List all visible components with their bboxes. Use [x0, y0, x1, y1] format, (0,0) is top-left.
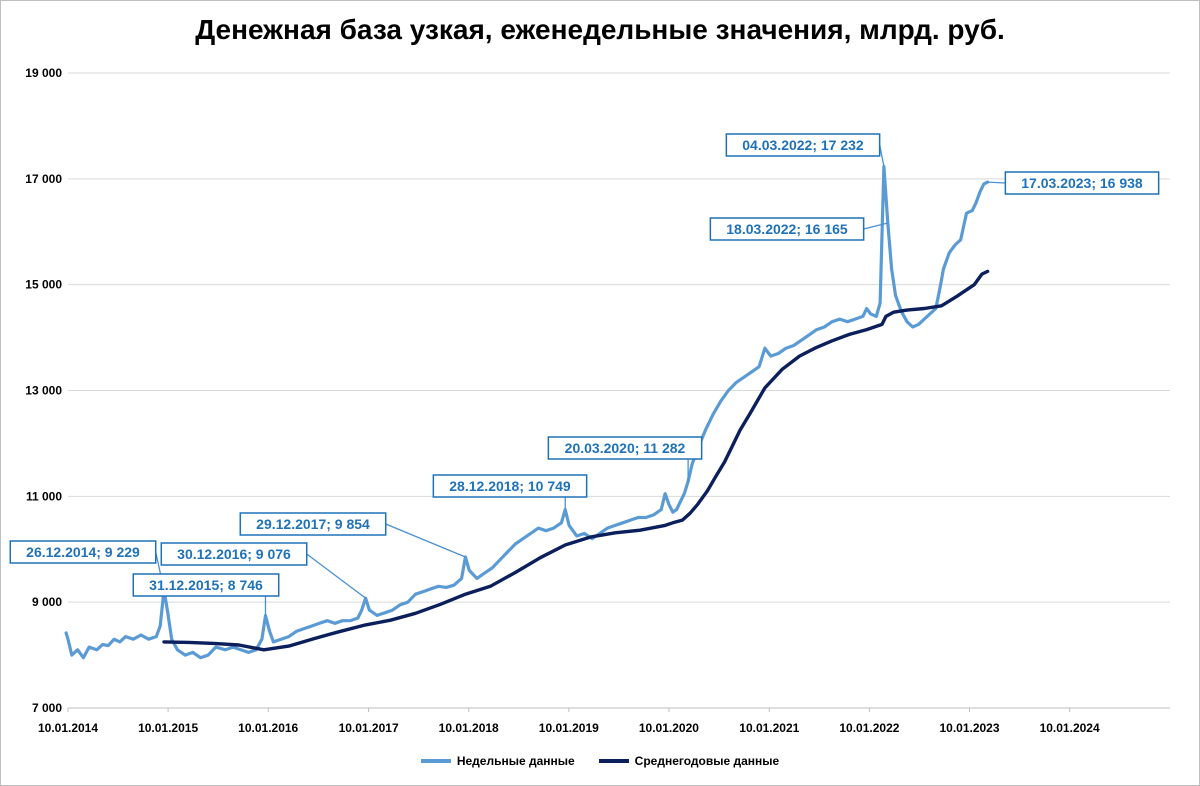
annotation-box	[432, 474, 588, 498]
annotation-leader-line	[385, 523, 466, 558]
annotation-leader-line	[863, 222, 888, 230]
y-tick-label: 17 000	[25, 172, 62, 186]
x-tick-label: 10.01.2022	[839, 721, 899, 735]
annotation-label: 28.12.2018; 10 749	[449, 478, 571, 494]
annotation-label: 29.12.2017; 9 854	[256, 516, 370, 532]
chart-title: Денежная база узкая, еженедельные значен…	[195, 14, 1005, 45]
legend-label-average: Среднегодовые данные	[634, 754, 780, 768]
x-tick-label: 10.01.2024	[1040, 721, 1100, 735]
x-tick-label: 10.01.2017	[339, 721, 399, 735]
annotation-box	[709, 217, 865, 241]
x-tick-label: 10.01.2016	[238, 721, 298, 735]
annotation-label: 18.03.2022; 16 165	[726, 221, 848, 237]
annotation-label: 31.12.2015; 8 746	[149, 577, 263, 593]
legend-item-average: Среднегодовые данные	[598, 754, 780, 768]
annotation-box	[9, 540, 157, 564]
series-line-weekly	[64, 165, 990, 660]
y-tick-label: 11 000	[26, 489, 62, 503]
annotation-box	[1004, 171, 1160, 195]
annotation-box	[239, 512, 387, 536]
annotation-label: 30.12.2016; 9 076	[177, 546, 291, 562]
y-tick-label: 9 000	[32, 595, 62, 609]
annotation-box	[160, 542, 308, 566]
annotation-leader-line	[987, 181, 1006, 184]
y-tick-label: 7 000	[32, 701, 62, 715]
y-tick-label: 15 000	[25, 278, 62, 292]
legend-swatch-weekly	[420, 759, 451, 763]
x-tick-label: 10.01.2019	[539, 721, 599, 735]
x-tick-label: 10.01.2018	[439, 721, 499, 735]
annotation-label: 20.03.2020; 11 282	[565, 440, 686, 456]
x-tick-label: 10.01.2015	[138, 721, 198, 735]
y-tick-label: 13 000	[25, 384, 62, 398]
annotation-label: 17.03.2023; 16 938	[1021, 175, 1143, 191]
annotation-box	[547, 436, 703, 460]
y-tick-label: 19 000	[25, 66, 62, 80]
x-tick-label: 10.01.2014	[38, 721, 98, 735]
series-line-average	[162, 269, 990, 652]
annotation-box	[725, 133, 881, 157]
annotation-leader-line	[306, 553, 366, 599]
legend-label-weekly: Недельные данные	[456, 754, 575, 768]
legend-swatch-average	[598, 759, 629, 763]
annotation-box	[132, 573, 280, 597]
x-tick-label: 10.01.2023	[939, 721, 999, 735]
legend-item-weekly: Недельные данные	[420, 754, 575, 768]
annotation-label: 04.03.2022; 17 232	[742, 137, 864, 153]
legend: Недельные данные Среднегодовые данные	[0, 754, 1200, 768]
annotation-label: 26.12.2014; 9 229	[26, 544, 140, 560]
x-tick-label: 10.01.2020	[639, 721, 699, 735]
x-tick-label: 10.01.2021	[739, 721, 799, 735]
